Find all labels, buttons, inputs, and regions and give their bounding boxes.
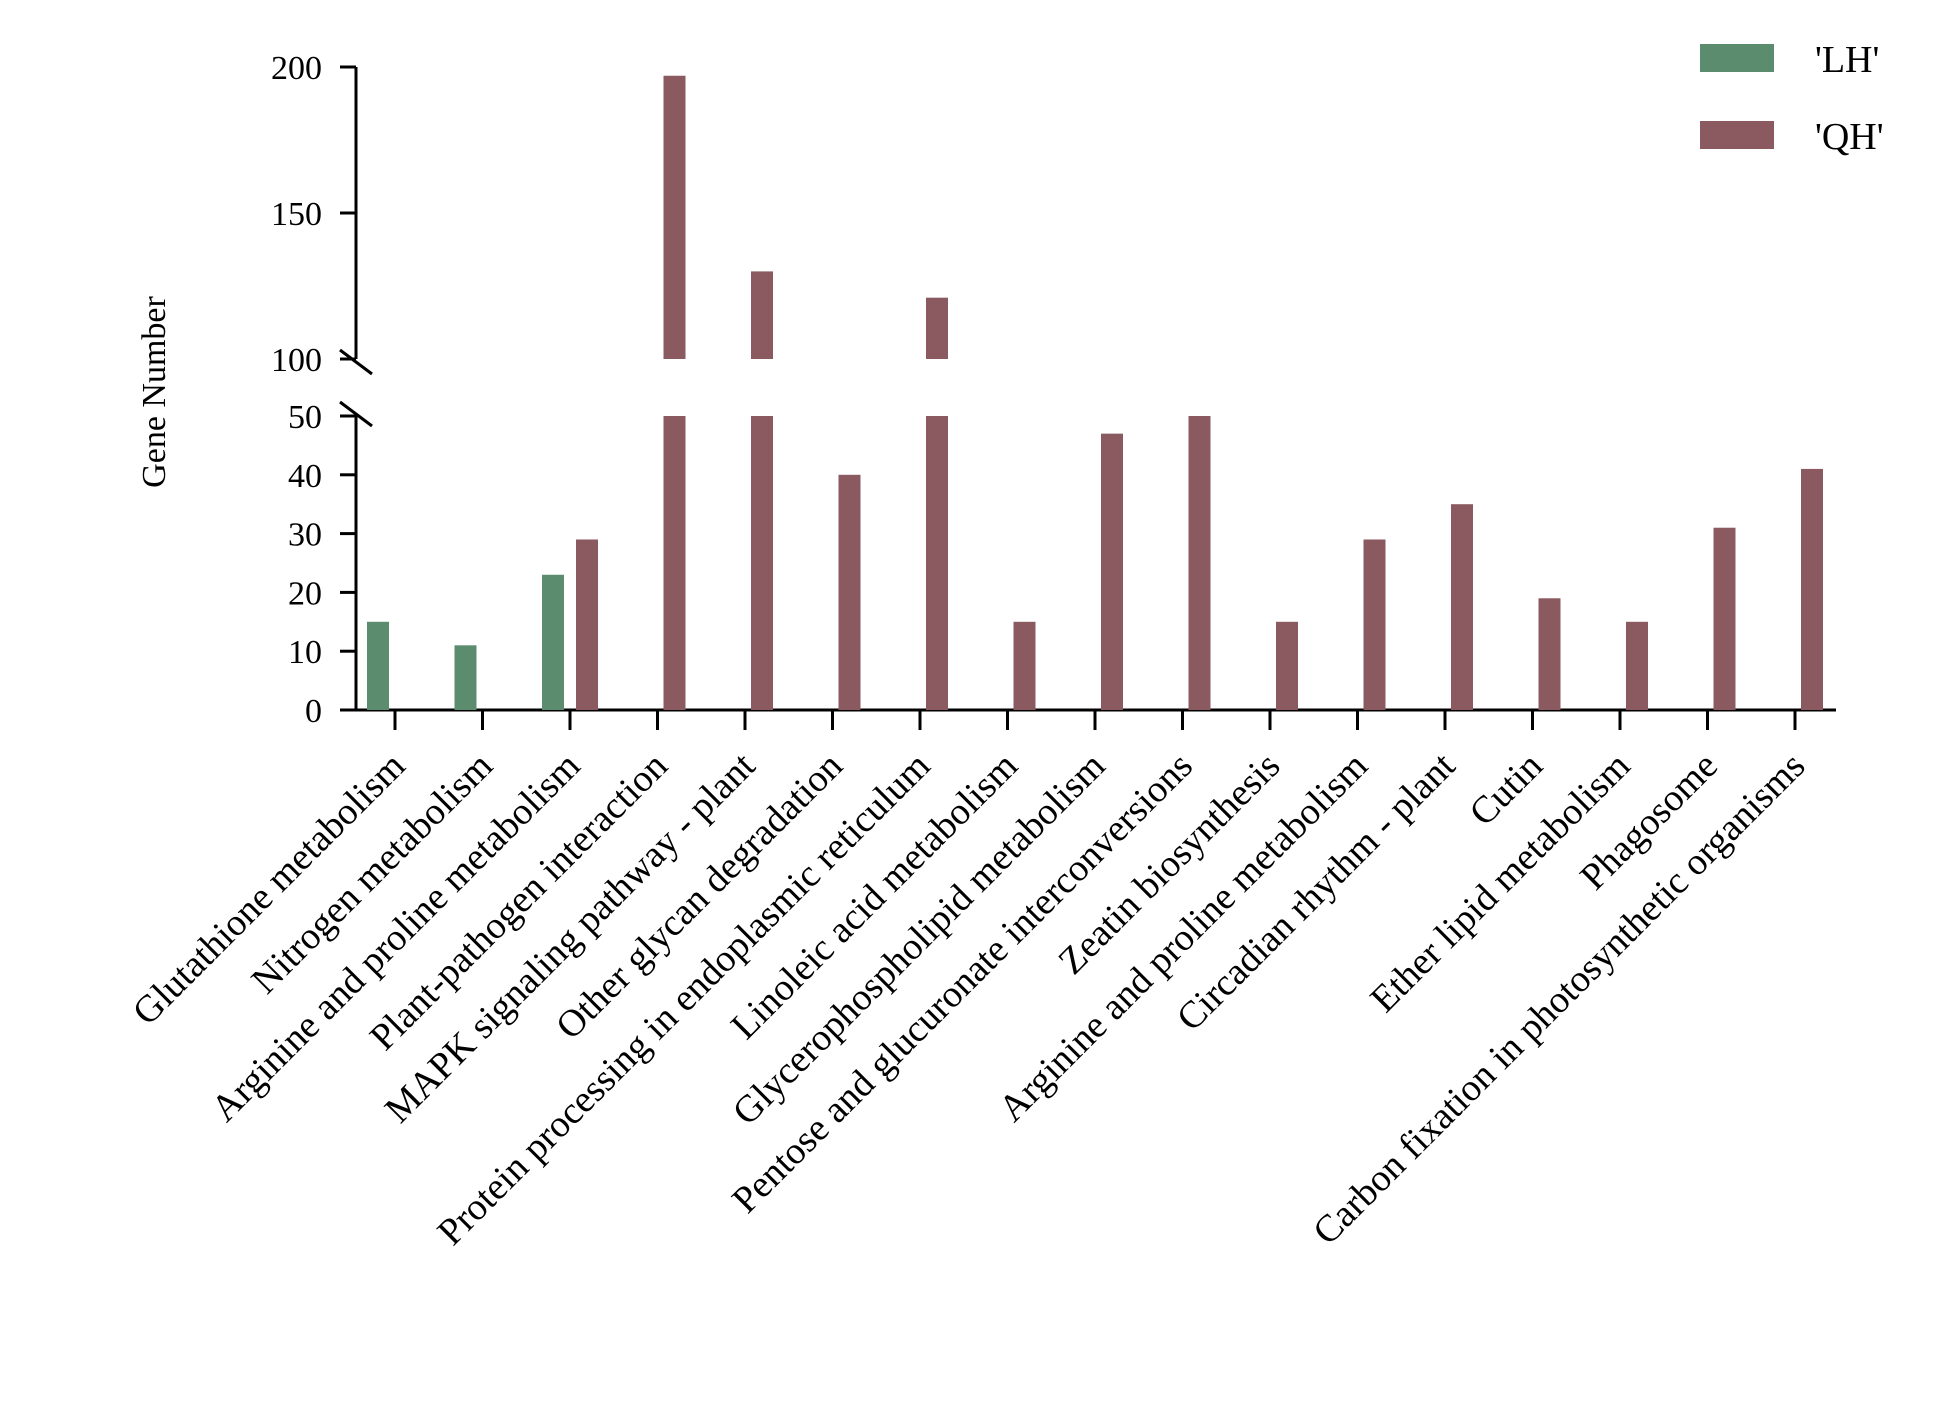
bar-qh-other-glycan-degradation xyxy=(838,474,861,710)
bar-qh-mapk-signaling-pathway-plant-upper xyxy=(751,271,773,359)
legend-label-lh: 'LH' xyxy=(1815,39,1879,81)
bar-qh-linoleic-acid-metabolism xyxy=(1013,621,1036,710)
y-tick-label-30: 30 xyxy=(288,517,322,554)
bar-qh-circadian-rhythm-plant xyxy=(1451,504,1473,710)
y-tick-label-100: 100 xyxy=(271,342,322,379)
y-ticks: 0 10 20 30 40 50 100 150 200 xyxy=(271,50,356,730)
bar-lh-nitrogen-metabolism xyxy=(454,645,477,710)
axes xyxy=(339,67,1836,712)
y-tick-label-10: 10 xyxy=(288,634,322,671)
bar-lh-arginine-and-proline-metabolism xyxy=(542,574,564,710)
bar-qh-phagosome xyxy=(1713,527,1736,710)
x-tick-label-arginine-and-proline-metabolism: Arginine and proline metabolism xyxy=(203,745,588,1130)
y-tick-label-0: 0 xyxy=(305,693,322,730)
bar-qh-arginine-and-proline-metabolism xyxy=(1363,539,1386,710)
y-axis-label: Gene Number xyxy=(136,296,173,488)
bar-qh-pentose-and-glucuronate-interconversions xyxy=(1188,416,1211,710)
bar-lh-glutathione-metabolism xyxy=(367,621,389,710)
x-ticks xyxy=(393,710,1797,730)
y-tick-label-20: 20 xyxy=(288,575,322,612)
bar-qh-plant-pathogen-interaction-lower xyxy=(663,416,686,710)
bar-qh-carbon-fixation-in-photosynthetic-organisms xyxy=(1801,468,1823,710)
bar-qh-cutin xyxy=(1538,598,1561,710)
bar-qh-protein-processing-in-endoplasmic-reticulum-lower xyxy=(926,416,948,710)
bar-qh-glycerophospholipid-metabolism xyxy=(1101,433,1123,710)
bars xyxy=(367,75,1823,710)
legend-swatch-lh xyxy=(1700,44,1774,72)
legend-swatch-qh xyxy=(1700,121,1774,149)
bar-qh-arginine-and-proline-metabolism xyxy=(576,539,598,710)
bar-qh-plant-pathogen-interaction-upper xyxy=(663,75,686,359)
y-tick-label-50: 50 xyxy=(288,399,322,436)
axis-break-mark-lower xyxy=(339,400,373,428)
legend-label-qh: 'QH' xyxy=(1815,116,1884,158)
y-tick-label-40: 40 xyxy=(288,458,322,495)
bar-qh-protein-processing-in-endoplasmic-reticulum-upper xyxy=(926,297,948,359)
bar-qh-mapk-signaling-pathway-plant-lower xyxy=(751,416,773,710)
bar-qh-zeatin-biosynthesis xyxy=(1276,621,1298,710)
bar-qh-ether-lipid-metabolism xyxy=(1626,621,1648,710)
y-tick-label-150: 150 xyxy=(271,196,322,233)
y-tick-label-200: 200 xyxy=(271,50,322,87)
legend: 'LH' 'QH' xyxy=(1700,39,1884,158)
axis-break-mark-upper xyxy=(339,348,373,376)
